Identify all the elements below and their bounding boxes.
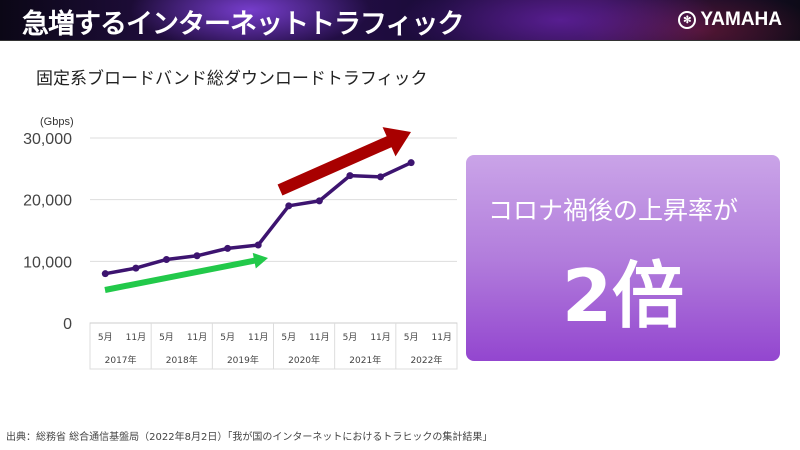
- data-point: [193, 252, 201, 260]
- data-point: [315, 197, 323, 205]
- year-label: 2018年: [166, 354, 198, 366]
- year-label: 2020年: [288, 354, 320, 366]
- y-tick-label: 0: [63, 316, 72, 333]
- year-label: 2019年: [227, 354, 259, 366]
- y-tick-label: 10,000: [23, 254, 72, 271]
- callout-highlight: 2倍: [561, 254, 685, 338]
- logo-text: YAMAHA: [700, 9, 782, 30]
- page-title: 急増するインターネットトラフィック: [22, 9, 464, 40]
- x-tick-label: 5月: [159, 332, 174, 343]
- green-trend-arrow: [104, 252, 268, 293]
- header-banner: 急増するインターネットトラフィック ✻ YAMAHA: [0, 0, 800, 41]
- x-tick-label: 11月: [431, 332, 451, 343]
- data-point: [346, 172, 354, 180]
- data-point: [162, 255, 170, 263]
- y-tick-label: 30,000: [23, 131, 72, 148]
- y-axis-unit: (Gbps): [40, 116, 74, 128]
- chart-title: 固定系ブロードバンド総ダウンロードトラフィック: [36, 69, 428, 89]
- x-tick-label: 5月: [281, 332, 296, 343]
- data-point: [101, 270, 109, 278]
- data-point: [254, 241, 262, 249]
- x-tick-label: 5月: [98, 332, 113, 343]
- data-point: [132, 264, 140, 272]
- yamaha-logo[interactable]: ✻ YAMAHA: [678, 9, 782, 31]
- x-tick-label: 5月: [404, 332, 419, 343]
- tuning-fork-icon: ✻: [678, 11, 697, 29]
- year-label: 2022年: [410, 354, 442, 366]
- data-point: [224, 244, 232, 252]
- data-point: [285, 202, 293, 210]
- x-tick-label: 5月: [343, 332, 358, 343]
- year-label: 2021年: [349, 354, 381, 366]
- x-tick-label: 5月: [220, 332, 235, 343]
- year-label: 2017年: [105, 354, 137, 366]
- x-tick-label: 11月: [126, 332, 146, 343]
- source-note: 出典：総務省 総合通信基盤局（2022年8月2日）「我が国のインターネットにおけ…: [6, 432, 493, 443]
- callout-text: コロナ禍後の上昇率が: [488, 196, 739, 225]
- y-tick-label: 20,000: [23, 193, 72, 210]
- data-point: [407, 159, 415, 167]
- x-tick-label: 11月: [248, 332, 268, 343]
- x-tick-label: 11月: [309, 332, 329, 343]
- x-tick-label: 11月: [370, 332, 390, 343]
- callout-box: コロナ禍後の上昇率が 2倍: [466, 155, 780, 361]
- x-tick-label: 11月: [187, 332, 207, 343]
- red-trend-arrow: [277, 127, 411, 196]
- data-point: [377, 173, 385, 181]
